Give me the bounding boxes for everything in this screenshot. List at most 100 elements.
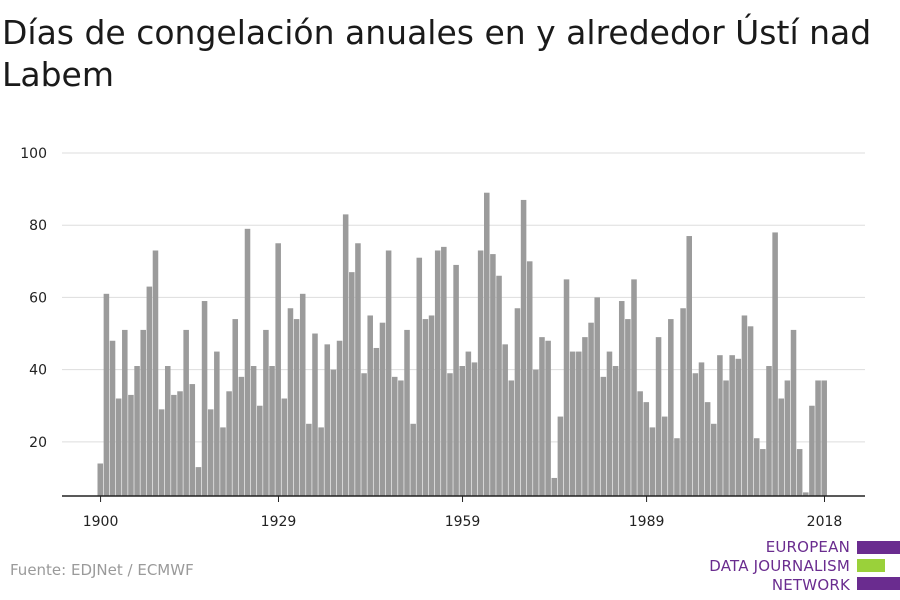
logo-text: EUROPEAN DATA JOURNALISM NETWORK — [709, 538, 850, 595]
bar-1908 — [146, 286, 153, 496]
bar-1954 — [428, 315, 435, 496]
bar-1906 — [134, 366, 140, 496]
bar-1979 — [582, 337, 588, 496]
bar-1911 — [164, 366, 171, 496]
y-tick-label-60: 60 — [29, 290, 47, 306]
logo-bar-middle — [857, 559, 885, 572]
bar-1943 — [361, 373, 367, 496]
bar-2002 — [723, 380, 729, 496]
bar-1994 — [674, 438, 680, 496]
bar-2010 — [772, 232, 778, 496]
bar-1923 — [238, 376, 245, 496]
bar-1900 — [97, 463, 104, 496]
bar-1995 — [680, 308, 686, 496]
bar-1930 — [281, 398, 288, 496]
bar-1985 — [618, 301, 625, 496]
bar-1974 — [551, 477, 558, 496]
bar-1926 — [257, 405, 263, 496]
bar-1925 — [250, 366, 257, 496]
bar-1949 — [398, 380, 404, 496]
chart-title: Días de congelación anuales en y alreded… — [2, 13, 872, 94]
y-tick-label-100: 100 — [20, 146, 47, 162]
bar-2015 — [803, 492, 809, 496]
bar-1992 — [661, 416, 668, 496]
bar-1976 — [563, 279, 570, 496]
bar-1918 — [207, 409, 214, 496]
bar-1945 — [373, 347, 380, 496]
bar-1950 — [404, 329, 410, 496]
bar-1960 — [465, 351, 472, 496]
bar-2003 — [729, 355, 735, 496]
bar-1904 — [122, 329, 128, 496]
bar-1999 — [704, 402, 711, 496]
bar-1941 — [349, 272, 355, 496]
bar-1916 — [195, 467, 202, 496]
bar-1939 — [336, 340, 343, 496]
bar-1964 — [490, 254, 496, 496]
bar-1997 — [692, 373, 699, 496]
bar-1927 — [263, 329, 269, 496]
y-tick-label-80: 80 — [29, 218, 47, 234]
bar-1905 — [128, 394, 134, 496]
bar-1940 — [342, 214, 349, 496]
bar-1972 — [539, 337, 545, 496]
y-axis-labels: 20 40 60 80 100 — [20, 146, 47, 451]
bar-1991 — [655, 337, 662, 496]
x-axis-ticks: 1900 1929 1959 1989 2018 — [83, 496, 843, 530]
bar-1938 — [330, 369, 337, 496]
bar-1968 — [514, 308, 521, 496]
source-note: Fuente: EDJNet / ECMWF — [10, 561, 194, 579]
logo-line-1: EUROPEAN — [765, 538, 850, 556]
y-tick-label-20: 20 — [29, 435, 47, 451]
bar-1914 — [183, 329, 189, 496]
bar-1996 — [686, 236, 692, 496]
bar-1952 — [416, 257, 423, 496]
bar-2006 — [747, 326, 754, 496]
bar-1975 — [557, 416, 564, 496]
bar-1903 — [115, 398, 122, 496]
bar-1946 — [379, 322, 386, 496]
bar-2000 — [711, 423, 717, 496]
bar-1931 — [287, 308, 294, 496]
bar-1965 — [496, 275, 502, 496]
bar-1934 — [306, 423, 312, 496]
bar-1987 — [631, 279, 637, 496]
bar-1959 — [459, 366, 465, 496]
bar-1981 — [594, 297, 600, 496]
bar-1937 — [324, 344, 331, 496]
bar-1986 — [625, 319, 631, 496]
bar-1917 — [201, 301, 208, 496]
bar-1921 — [226, 391, 232, 496]
logo-bar-bottom — [857, 577, 900, 590]
bar-1998 — [698, 362, 705, 496]
bar-1948 — [391, 376, 398, 496]
bar-2018 — [821, 380, 827, 496]
bar-1973 — [545, 340, 551, 496]
bar-1935 — [312, 333, 318, 496]
bar-1955 — [434, 250, 441, 496]
bar-1928 — [269, 366, 275, 496]
logo-line-2: DATA JOURNALISM — [709, 557, 850, 575]
bar-2008 — [760, 449, 766, 496]
bar-1901 — [103, 293, 110, 496]
bar-1929 — [275, 243, 281, 496]
bar-1922 — [232, 319, 239, 496]
y-tick-label-40: 40 — [29, 363, 47, 379]
bar-2001 — [717, 355, 723, 496]
bar-1932 — [293, 319, 300, 496]
bar-2013 — [790, 329, 797, 496]
bar-1947 — [385, 250, 392, 496]
bar-1956 — [441, 246, 447, 496]
bar-1936 — [318, 427, 324, 496]
bar-1980 — [588, 322, 594, 496]
bar-1971 — [533, 369, 539, 496]
x-tick-label-2018: 2018 — [807, 514, 843, 530]
logo-bar-top — [857, 541, 900, 554]
bar-1957 — [447, 373, 453, 496]
bar-1944 — [367, 315, 373, 496]
bar-1969 — [520, 199, 527, 497]
bar-1984 — [612, 366, 619, 496]
bar-1924 — [244, 228, 251, 497]
bar-1913 — [177, 391, 183, 496]
